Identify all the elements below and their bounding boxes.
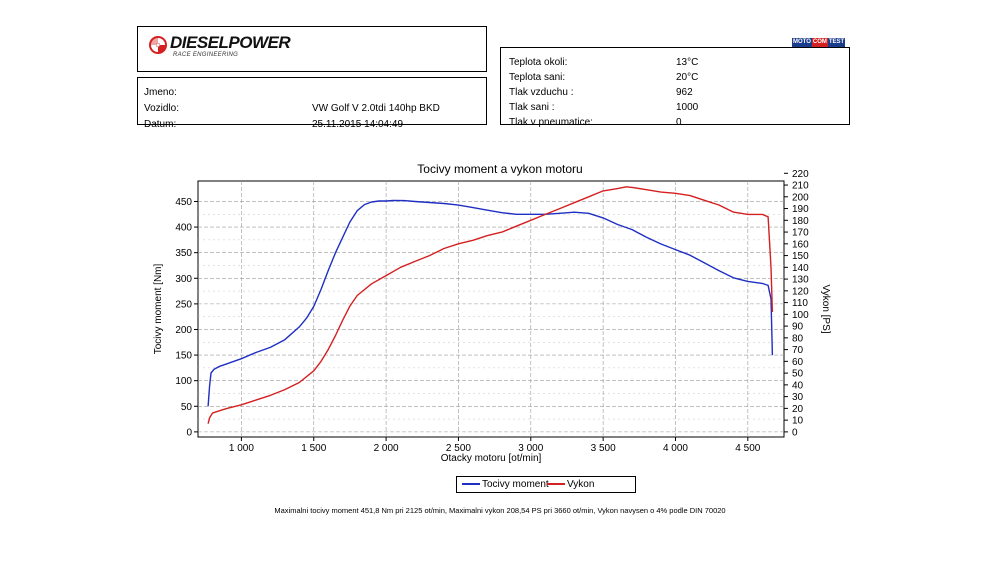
power-curve xyxy=(207,186,774,424)
y-tick-label: 100 xyxy=(175,376,192,387)
chart-annotation: Maximalni tocivy moment 451,8 Nm pri 212… xyxy=(274,506,726,515)
y2-tick-label: 90 xyxy=(792,322,804,333)
vehicle-label: Vozidlo: xyxy=(144,103,180,114)
dieselpower-logo: DIESELPOWER RACE ENGINEERING xyxy=(146,33,306,63)
chart-legend: Tocivy moment Vykon xyxy=(456,476,636,493)
y2-tick-label: 60 xyxy=(792,357,804,368)
condition-value: 962 xyxy=(676,87,693,98)
legend-item-torque: Tocivy moment xyxy=(462,479,549,490)
condition-label: Teplota okoli: xyxy=(509,57,568,68)
condition-label: Tlak sani : xyxy=(509,102,555,113)
condition-value: 1000 xyxy=(676,102,699,113)
vehicle-value: VW Golf V 2.0tdi 140hp BKD xyxy=(312,103,440,114)
vehicle-info-panel: Jmeno: Vozidlo: VW Golf V 2.0tdi 140hp B… xyxy=(137,77,487,130)
y-axis-label: Tocivy moment [Nm] xyxy=(153,263,164,354)
legend-label-power: Vykon xyxy=(567,479,595,490)
name-label: Jmeno: xyxy=(144,87,177,98)
x-tick-label: 4 500 xyxy=(735,443,760,454)
motocom-part-3: TEST xyxy=(827,38,846,47)
y-tick-label: 300 xyxy=(175,274,192,285)
condition-value: 0 xyxy=(676,117,682,128)
chart-title: Tocivy moment a vykon motoru xyxy=(417,162,583,176)
y2-tick-label: 190 xyxy=(792,204,809,215)
x-tick-label: 1 500 xyxy=(301,443,326,454)
y2-tick-label: 100 xyxy=(792,310,809,321)
condition-value: 13°C xyxy=(676,57,699,68)
conditions-panel: Teplota okoli: 13°C Teplota sani: 20°C T… xyxy=(500,47,850,128)
brand-subtitle: RACE ENGINEERING xyxy=(173,52,239,58)
turbo-icon xyxy=(149,36,167,54)
torque-curve xyxy=(207,199,774,407)
y-tick-label: 0 xyxy=(186,427,192,438)
y2-tick-label: 70 xyxy=(792,345,804,356)
x-tick-label: 3 000 xyxy=(518,443,543,454)
x-tick-label: 1 000 xyxy=(229,443,254,454)
motocom-part-1: MOTO xyxy=(792,38,812,47)
y2-tick-label: 10 xyxy=(792,416,804,427)
x-tick-label: 2 500 xyxy=(446,443,471,454)
legend-swatch-torque xyxy=(462,483,480,486)
condition-label: Tlak vzduchu : xyxy=(509,87,574,98)
y2-tick-label: 50 xyxy=(792,369,804,380)
date-value: 25.11.2015 14:04:49 xyxy=(312,119,404,130)
y-tick-label: 50 xyxy=(181,402,193,413)
y2-tick-label: 150 xyxy=(792,251,809,262)
date-label: Datum: xyxy=(144,119,177,130)
x-tick-label: 3 500 xyxy=(591,443,616,454)
y2-tick-label: 40 xyxy=(792,380,804,391)
y2-tick-label: 30 xyxy=(792,392,804,403)
plot-area xyxy=(197,180,785,438)
y2-axis-label: Vykon [PS] xyxy=(820,284,831,333)
x-tick-label: 4 000 xyxy=(663,443,688,454)
y2-tick-label: 20 xyxy=(792,404,804,415)
x-tick-label: 2 000 xyxy=(374,443,399,454)
legend-swatch-power xyxy=(547,483,565,486)
logo-panel: DIESELPOWER RACE ENGINEERING xyxy=(137,26,487,72)
y-tick-label: 400 xyxy=(175,223,192,234)
y2-tick-label: 210 xyxy=(792,181,809,192)
y2-tick-label: 120 xyxy=(792,286,809,297)
y2-tick-label: 170 xyxy=(792,228,809,239)
legend-label-torque: Tocivy moment xyxy=(482,479,549,490)
y-tick-label: 450 xyxy=(175,197,192,208)
condition-value: 20°C xyxy=(676,72,699,83)
y2-tick-label: 220 xyxy=(792,169,809,180)
motocom-logo: MOTO COM TEST xyxy=(792,38,846,47)
y2-tick-label: 160 xyxy=(792,239,809,250)
y-tick-label: 150 xyxy=(175,351,192,362)
y-tick-label: 250 xyxy=(175,299,192,310)
condition-label: Teplota sani: xyxy=(509,72,566,83)
y2-tick-label: 80 xyxy=(792,333,804,344)
y2-tick-label: 110 xyxy=(792,298,808,309)
y-tick-label: 200 xyxy=(175,325,192,336)
motocom-part-2: COM xyxy=(811,38,828,47)
y-tick-label: 350 xyxy=(175,248,192,259)
condition-label: Tlak v pneumatice: xyxy=(509,117,593,128)
y2-tick-label: 140 xyxy=(792,263,809,274)
y2-tick-label: 0 xyxy=(792,427,798,438)
brand-name: DIESELPOWER xyxy=(170,33,291,52)
y2-tick-label: 130 xyxy=(792,275,809,286)
y2-tick-label: 180 xyxy=(792,216,809,227)
x-axis-label: Otacky motoru [ot/min] xyxy=(441,453,542,464)
y2-tick-label: 200 xyxy=(792,192,809,203)
legend-item-power: Vykon xyxy=(547,479,594,490)
